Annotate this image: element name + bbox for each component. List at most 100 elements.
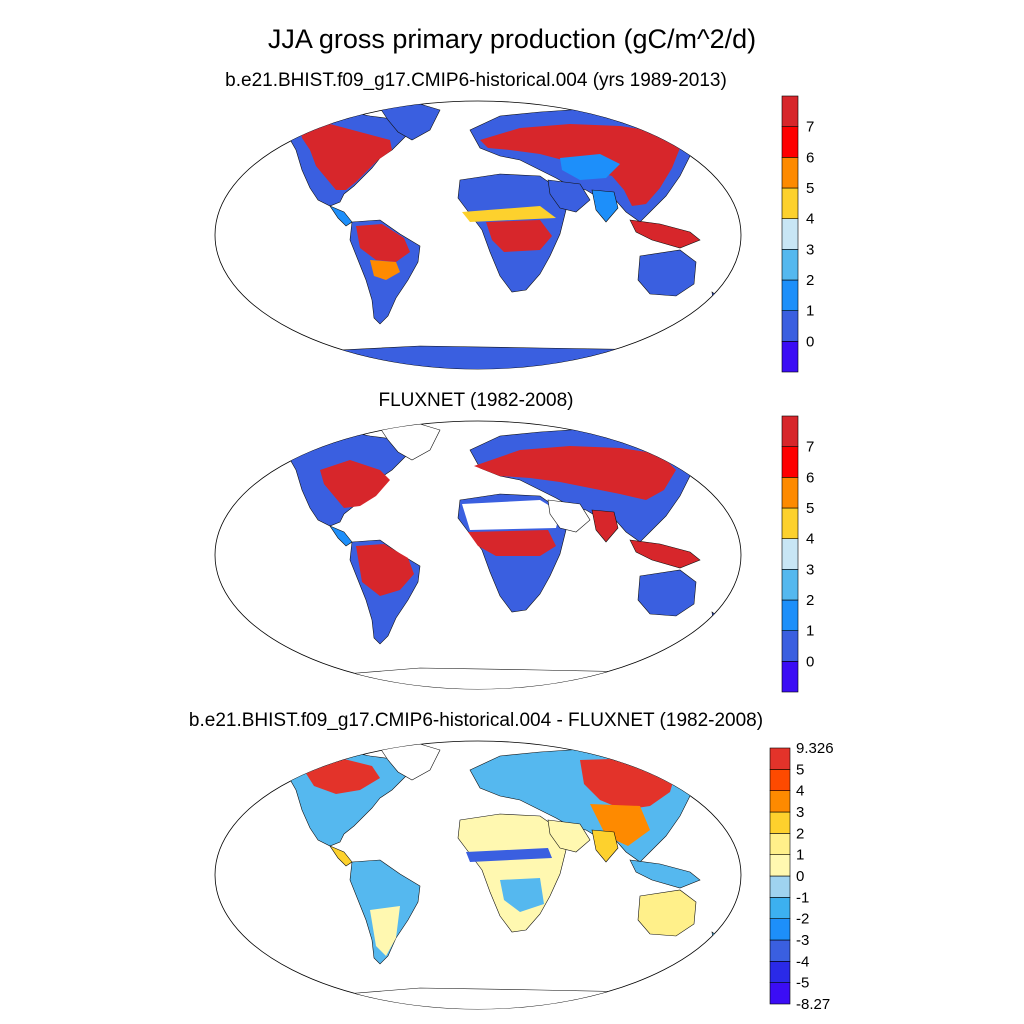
new-zealand xyxy=(711,611,721,627)
colorbar-swatch xyxy=(781,310,799,342)
arabia xyxy=(547,179,591,213)
colorbar-tick-label: -8.27 xyxy=(796,996,830,1013)
colorbar-swatch xyxy=(781,279,799,311)
antarctica-outline xyxy=(319,987,701,1009)
colorbar-tick-label: 5 xyxy=(806,500,814,517)
se-asia xyxy=(629,859,701,889)
colorbar-swatch xyxy=(769,918,791,941)
colorbar-tick-label: -1 xyxy=(796,889,809,906)
sa-yellow-south xyxy=(370,906,400,956)
colorbar-swatch xyxy=(781,630,799,662)
map-panel-diff xyxy=(214,740,742,1010)
colorbar-tick-label: 1 xyxy=(796,847,804,864)
australia xyxy=(637,569,697,617)
central-america xyxy=(329,205,353,227)
figure-title: JJA gross primary production (gC/m^2/d) xyxy=(268,24,756,54)
greenland xyxy=(379,743,441,781)
colorbar-swatch xyxy=(781,126,799,158)
colorbar-tick-label: 5 xyxy=(796,761,804,778)
colorbar-swatch xyxy=(781,446,799,478)
colorbar-swatch xyxy=(769,833,791,855)
colorbar-swatch xyxy=(781,415,799,447)
se-asia xyxy=(629,219,701,249)
new-zealand xyxy=(711,931,721,947)
arabia xyxy=(547,819,591,853)
colorbar-tick-label: 1 xyxy=(806,623,814,640)
colorbar-swatch xyxy=(769,811,791,834)
africa-red xyxy=(486,220,552,252)
greenland xyxy=(379,103,441,141)
colorbar-tick-label: 3 xyxy=(806,241,814,258)
colorbar-swatch xyxy=(769,897,791,919)
colorbar-tick-label: 7 xyxy=(806,119,814,136)
colorbar-tick-label: 7 xyxy=(806,439,814,456)
colorbar-tick-label: 0 xyxy=(806,333,814,350)
colorbar-tick-label: -3 xyxy=(796,932,809,949)
colorbar-swatch xyxy=(781,569,799,601)
africa-blue-band xyxy=(466,848,552,862)
colorbar-tick-label: 9.326 xyxy=(796,740,834,757)
colorbar-swatch xyxy=(781,157,799,189)
colorbar-diff: -8.27 -5 -4 -3 -2 -1 0 1 2 3 4 5 9.326 xyxy=(769,740,834,1013)
colorbar-swatch xyxy=(781,538,799,570)
panel-title-obs: FLUXNET (1982-2008) xyxy=(378,390,573,411)
colorbar-swatch xyxy=(769,854,791,877)
colorbar-swatch xyxy=(781,599,799,631)
colorbar-tick-label: 0 xyxy=(796,868,804,885)
colorbar-swatch xyxy=(781,507,799,539)
colorbar-swatch xyxy=(781,95,799,127)
colorbar-tick-label: 1 xyxy=(806,303,814,320)
colorbar-swatch xyxy=(769,875,791,898)
china-orange xyxy=(590,804,650,846)
colorbar-tick-label: 2 xyxy=(806,592,814,609)
colorbar-obs: 0 1 2 3 4 5 6 7 xyxy=(781,415,814,693)
colorbar-tick-label: 0 xyxy=(806,653,814,670)
australia xyxy=(637,889,697,937)
land-field xyxy=(269,743,721,1009)
colorbar-swatch xyxy=(769,961,791,983)
new-zealand xyxy=(711,291,721,307)
colorbar-swatch xyxy=(769,769,791,791)
na-red-band xyxy=(320,460,390,508)
india xyxy=(591,189,619,223)
colorbar-tick-label: 6 xyxy=(806,149,814,166)
colorbar-swatch xyxy=(769,982,791,1005)
colorbar-tick-label: -5 xyxy=(796,975,809,992)
africa-south-blue xyxy=(500,878,544,912)
colorbar-swatch xyxy=(769,939,791,962)
colorbar-tick-label: 3 xyxy=(796,804,804,821)
colorbar-swatch xyxy=(781,187,799,219)
colorbar-swatch xyxy=(781,249,799,281)
sa-orange xyxy=(370,260,400,280)
colorbar-tick-label: -2 xyxy=(796,911,809,928)
antarctica xyxy=(299,345,721,369)
colorbar-tick-label: 4 xyxy=(796,783,804,800)
colorbar-tick-label: 5 xyxy=(806,180,814,197)
colorbar-swatch xyxy=(781,218,799,250)
arabia xyxy=(547,499,591,533)
na-red-band xyxy=(300,124,392,190)
colorbar-swatch xyxy=(781,477,799,509)
eurasia-blue-interior xyxy=(560,154,620,180)
panel-title-diff: b.e21.BHIST.f09_g17.CMIP6-historical.004… xyxy=(189,710,763,731)
colorbar-tick-label: 6 xyxy=(806,469,814,486)
central-america xyxy=(329,525,353,547)
colorbar-swatch xyxy=(781,661,799,693)
colorbar-tick-label: 2 xyxy=(796,825,804,842)
colorbar-swatch xyxy=(781,341,799,373)
colorbar-tick-label: 4 xyxy=(806,531,814,548)
australia xyxy=(637,249,697,297)
map-panel-obs xyxy=(214,420,742,690)
sahara-missing xyxy=(462,500,560,530)
central-america xyxy=(329,845,353,867)
sa-red-amazon xyxy=(356,544,414,596)
africa-band xyxy=(462,206,556,222)
india xyxy=(591,829,619,863)
panel-title-model: b.e21.BHIST.f09_g17.CMIP6-historical.004… xyxy=(225,70,727,91)
colorbar-tick-label: 3 xyxy=(806,561,814,578)
colorbar-model: 0 1 2 3 4 5 6 7 xyxy=(781,95,814,373)
colorbar-tick-label: 4 xyxy=(806,211,814,228)
colorbar-swatch xyxy=(769,790,791,813)
antarctica-outline xyxy=(319,667,701,689)
